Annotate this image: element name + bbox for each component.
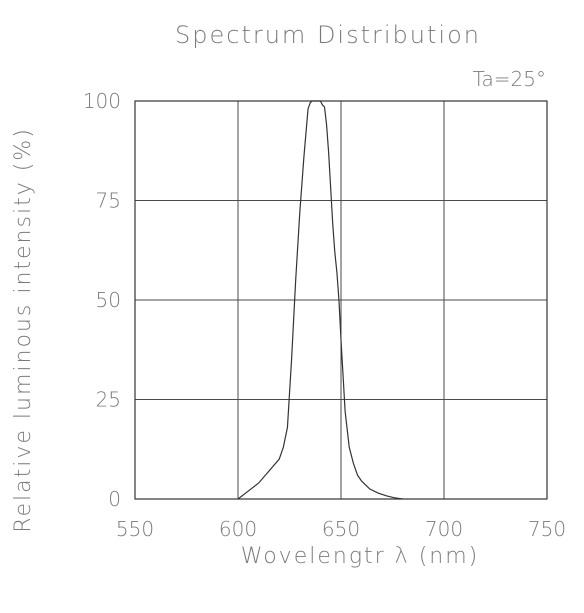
y-axis-ticks: 0 25 50 75 100 — [83, 89, 121, 511]
x-axis-ticks: 550 600 650 700 750 — [116, 517, 566, 541]
x-tick-label: 750 — [528, 517, 566, 541]
series-line — [237, 100, 403, 500]
y-tick-label: 50 — [96, 288, 121, 312]
chart-title: Spectrum Distribution — [175, 21, 481, 49]
y-tick-label: 25 — [96, 388, 121, 412]
y-tick-label: 0 — [108, 487, 121, 511]
y-tick-label: 75 — [96, 189, 121, 213]
x-tick-label: 700 — [425, 517, 463, 541]
x-tick-label: 550 — [116, 517, 154, 541]
x-tick-label: 650 — [322, 517, 360, 541]
x-tick-label: 600 — [219, 517, 257, 541]
grid-lines — [135, 101, 547, 499]
ta-annotation: Ta=25° — [473, 67, 546, 91]
y-tick-label: 100 — [83, 89, 121, 113]
y-axis-label: Relative luminous intensity (%) — [11, 127, 36, 533]
x-axis-label: Wovelengtr λ (nm) — [241, 544, 480, 569]
plot-frame — [134, 100, 548, 500]
